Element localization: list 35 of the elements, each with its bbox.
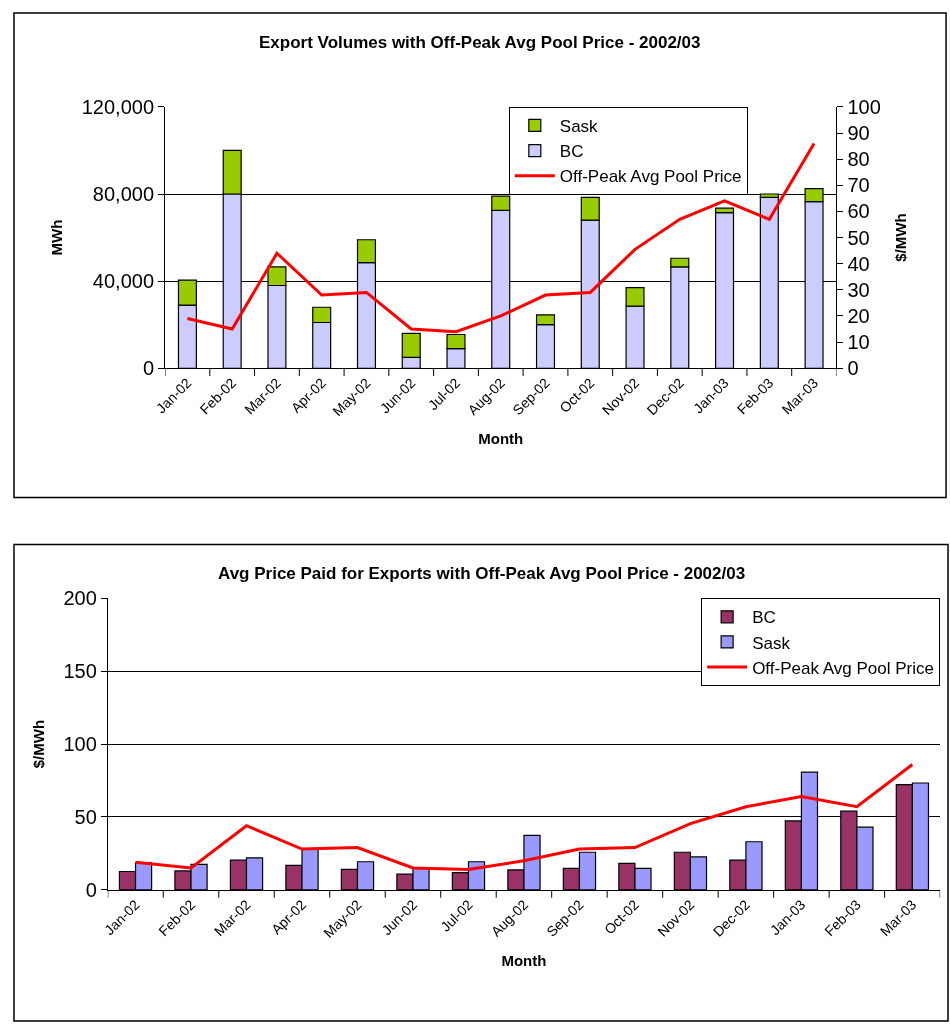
y2-tick-label: 50 (847, 226, 870, 249)
line-series (185, 141, 816, 334)
x-axis-title: Month (478, 430, 524, 448)
y-axis-title: MWh (48, 219, 65, 256)
y-tick-label: 80,000 (92, 183, 155, 206)
x-axis-title: Month (501, 951, 547, 969)
legend-label: BC (752, 608, 776, 628)
y-tick-label: 200 (63, 587, 97, 610)
legend-label: Off-Peak Avg Pool Price (559, 167, 742, 187)
legend-label: Off-Peak Avg Pool Price (752, 658, 934, 678)
y2-axis-title: $/MWh (891, 213, 909, 262)
y-tick-label: 100 (63, 733, 97, 756)
y-tick-label: 40,000 (92, 270, 155, 293)
y2-tick-label: 10 (847, 331, 870, 354)
legend-label: Sask (752, 633, 791, 653)
y-tick-label: 150 (63, 660, 97, 683)
y-axis-title: $/MWh (29, 719, 47, 769)
line-series (134, 762, 914, 871)
y2-tick-label: 20 (847, 304, 870, 327)
y2-tick-label: 30 (847, 278, 870, 301)
y2-tick-label: 40 (847, 252, 870, 275)
y2-tick-label: 0 (847, 357, 859, 380)
y-tick-label: 50 (74, 805, 97, 828)
y2-tick-label: 60 (847, 200, 870, 223)
y2-tick-label: 70 (847, 174, 870, 197)
y2-tick-label: 80 (847, 148, 870, 171)
y2-tick-label: 100 (847, 95, 881, 118)
y-tick-label: 0 (142, 357, 155, 380)
chart-title: Export Volumes with Off-Peak Avg Pool Price - 2002/03 (259, 33, 701, 52)
legend-label: BC (559, 142, 584, 162)
y2-tick-label: 90 (847, 122, 870, 145)
legend-label: Sask (559, 117, 599, 137)
chart-title: Avg Price Paid for Exports with Off-Peak Avg Pool Price - 2002/03 (218, 564, 746, 583)
y-tick-label: 0 (85, 878, 97, 901)
y-tick-label: 120,000 (81, 95, 155, 118)
